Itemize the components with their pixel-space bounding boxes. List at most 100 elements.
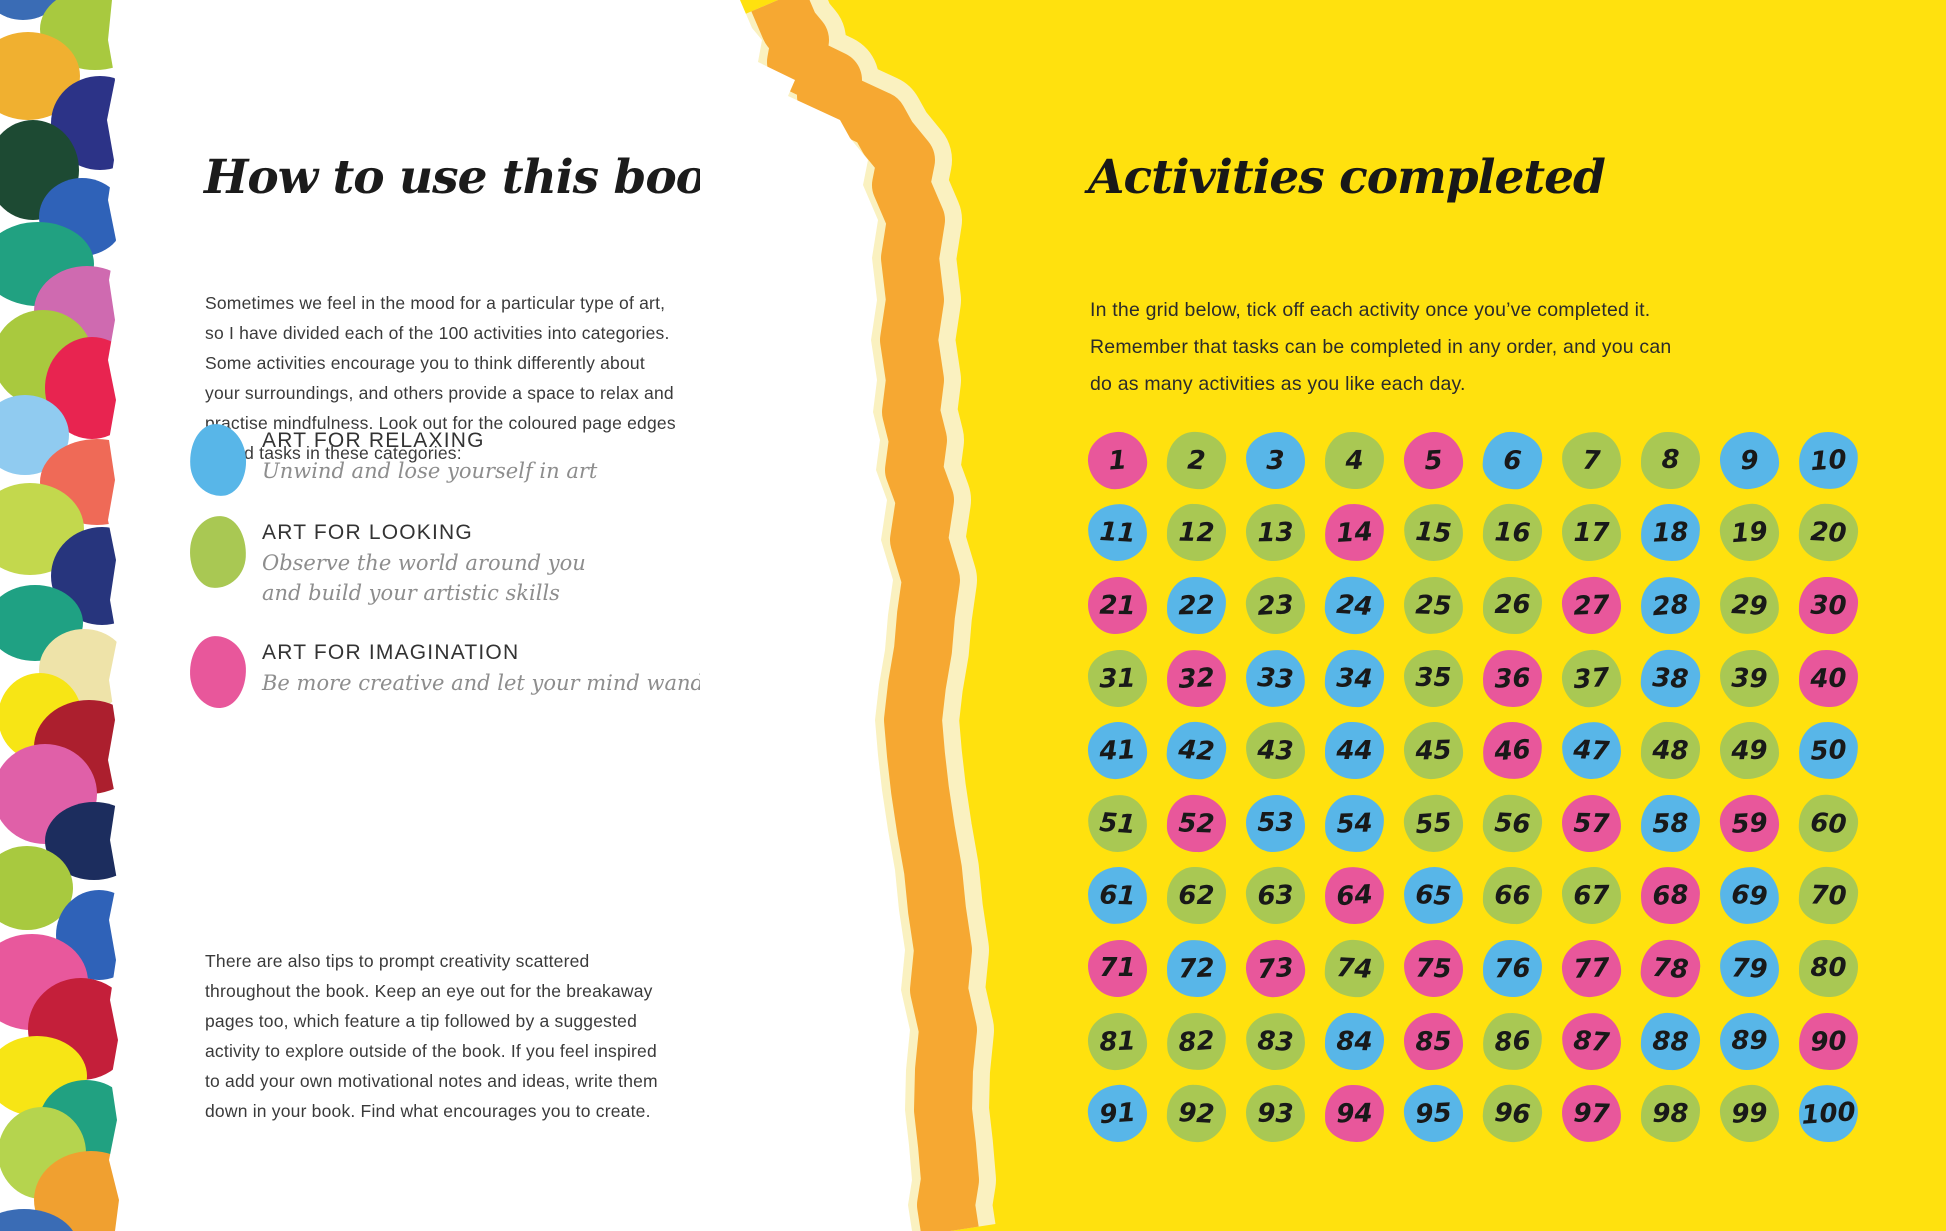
activity-number: 2 — [1186, 444, 1207, 476]
activity-number: 53 — [1257, 808, 1294, 839]
activity-number: 95 — [1414, 1097, 1453, 1130]
activity-cell-34-art-for-relaxing: 34 — [1324, 648, 1385, 708]
activity-number: 17 — [1573, 517, 1610, 548]
activity-number: 41 — [1098, 734, 1137, 767]
activity-cell-57-art-for-imagination: 57 — [1561, 794, 1622, 853]
activity-cell-6-art-for-relaxing: 6 — [1481, 429, 1544, 491]
activity-cell-59-art-for-imagination: 59 — [1718, 793, 1781, 854]
activity-number: 74 — [1335, 952, 1374, 985]
activity-number: 19 — [1730, 516, 1769, 550]
activity-number: 37 — [1572, 661, 1611, 695]
activity-cell-99-art-for-looking: 99 — [1719, 1084, 1780, 1144]
activity-cell-97-art-for-imagination: 97 — [1561, 1084, 1622, 1144]
activity-number: 99 — [1730, 1098, 1769, 1130]
activity-cell-42-art-for-relaxing: 42 — [1165, 720, 1228, 782]
activity-number: 27 — [1572, 589, 1611, 622]
activity-number: 67 — [1573, 880, 1610, 912]
activity-number: 84 — [1336, 1025, 1373, 1057]
activity-cell-81-art-for-looking: 81 — [1087, 1011, 1148, 1071]
activity-cell-85-art-for-imagination: 85 — [1403, 1012, 1464, 1071]
activity-number: 42 — [1177, 734, 1216, 767]
activity-cell-55-art-for-looking: 55 — [1402, 792, 1465, 854]
activity-number: 79 — [1730, 952, 1769, 985]
activity-number: 11 — [1098, 516, 1137, 549]
category-label: ART FOR IMAGINATION — [262, 641, 520, 664]
activity-cell-1-art-for-imagination: 1 — [1086, 429, 1149, 491]
activity-number: 97 — [1572, 1098, 1611, 1130]
activity-number: 23 — [1256, 589, 1295, 622]
activity-cell-60-art-for-looking: 60 — [1797, 792, 1860, 854]
collage-paint-blob — [0, 0, 60, 20]
activity-number: 12 — [1178, 517, 1215, 549]
activity-number: 63 — [1256, 880, 1295, 912]
activity-number: 54 — [1335, 807, 1374, 839]
activity-cell-68-art-for-imagination: 68 — [1639, 865, 1702, 926]
activity-number: 8 — [1661, 445, 1680, 476]
activity-cell-13-art-for-looking: 13 — [1245, 503, 1306, 562]
activity-number: 71 — [1099, 953, 1136, 984]
activity-number: 66 — [1494, 880, 1531, 912]
activities-grid: 1 2 3 4 5 6 7 8 9 10 11 12 13 14 15 16 17 18 19 20 21 22 23 24 2… — [1078, 424, 1868, 1150]
activity-cell-27-art-for-imagination: 27 — [1561, 575, 1622, 635]
seam-white-page-edge — [700, 0, 912, 1231]
activity-number: 80 — [1810, 953, 1847, 984]
activity-number: 36 — [1493, 662, 1532, 694]
activity-number: 83 — [1256, 1025, 1295, 1057]
activity-number: 22 — [1178, 590, 1215, 621]
activity-number: 40 — [1810, 662, 1847, 694]
activity-number: 85 — [1415, 1025, 1452, 1057]
activity-number: 6 — [1502, 444, 1523, 476]
activity-cell-48-art-for-looking: 48 — [1640, 721, 1701, 780]
activity-number: 100 — [1800, 1096, 1857, 1131]
activity-number: 86 — [1493, 1025, 1532, 1057]
activity-number: 88 — [1651, 1025, 1690, 1057]
activity-number: 61 — [1098, 880, 1137, 912]
activity-cell-54-art-for-relaxing: 54 — [1324, 793, 1385, 853]
activity-cell-35-art-for-looking: 35 — [1404, 649, 1463, 707]
activity-number: 62 — [1178, 880, 1215, 911]
activity-number: 18 — [1651, 517, 1690, 549]
activity-cell-16-art-for-looking: 16 — [1482, 503, 1543, 563]
activity-number: 5 — [1423, 444, 1444, 476]
activity-cell-96-art-for-looking: 96 — [1481, 1083, 1544, 1145]
activity-number: 20 — [1809, 516, 1848, 549]
activity-cell-58-art-for-relaxing: 58 — [1640, 794, 1701, 853]
activity-number: 65 — [1414, 879, 1453, 912]
left-outro-paragraph: There are also tips to prompt creativity… — [205, 951, 658, 1121]
activity-cell-17-art-for-looking: 17 — [1562, 504, 1621, 562]
activity-cell-40-art-for-imagination: 40 — [1798, 649, 1859, 708]
activity-number: 89 — [1731, 1026, 1768, 1057]
activity-cell-98-art-for-looking: 98 — [1641, 1085, 1700, 1143]
legend-item-art-for-relaxing: ART FOR RELAXING Unwind and lose yoursel… — [187, 422, 597, 498]
activity-cell-90-art-for-imagination: 90 — [1798, 1011, 1859, 1071]
activity-number: 87 — [1572, 1024, 1611, 1058]
activity-cell-63-art-for-looking: 63 — [1245, 866, 1306, 926]
activity-number: 47 — [1572, 734, 1611, 767]
collage-torn-edge — [107, 0, 150, 1231]
activity-number: 3 — [1266, 445, 1285, 476]
activity-number: 31 — [1099, 662, 1136, 694]
activity-cell-70-art-for-looking: 70 — [1798, 866, 1859, 926]
activity-cell-56-art-for-looking: 56 — [1481, 793, 1544, 854]
activity-number: 78 — [1651, 952, 1690, 985]
activity-number: 29 — [1730, 589, 1769, 622]
legend-text: ART FOR RELAXING Unwind and lose yoursel… — [262, 424, 597, 486]
activity-number: 58 — [1652, 807, 1689, 839]
collage-paint-blob — [0, 1209, 73, 1231]
activity-cell-7-art-for-looking: 7 — [1561, 430, 1622, 490]
activity-cell-3-art-for-relaxing: 3 — [1245, 431, 1306, 490]
activity-cell-62-art-for-looking: 62 — [1167, 867, 1226, 925]
activity-cell-20-art-for-looking: 20 — [1797, 502, 1860, 563]
activity-cell-100-art-for-relaxing: 100 — [1797, 1083, 1860, 1145]
left-collage-strip — [0, 0, 150, 1231]
activity-cell-36-art-for-imagination: 36 — [1482, 648, 1543, 708]
activity-number: 21 — [1099, 590, 1136, 621]
activity-number: 60 — [1809, 807, 1848, 840]
right-page-title: Activities completed — [1088, 150, 1606, 205]
activity-cell-30-art-for-imagination: 30 — [1798, 576, 1859, 635]
activity-cell-89-art-for-relaxing: 89 — [1720, 1012, 1779, 1070]
legend-item-art-for-looking: ART FOR LOOKING Observe the world around… — [188, 514, 586, 608]
activity-number: 7 — [1581, 444, 1602, 476]
left-page-title: How to use this book — [204, 150, 739, 205]
